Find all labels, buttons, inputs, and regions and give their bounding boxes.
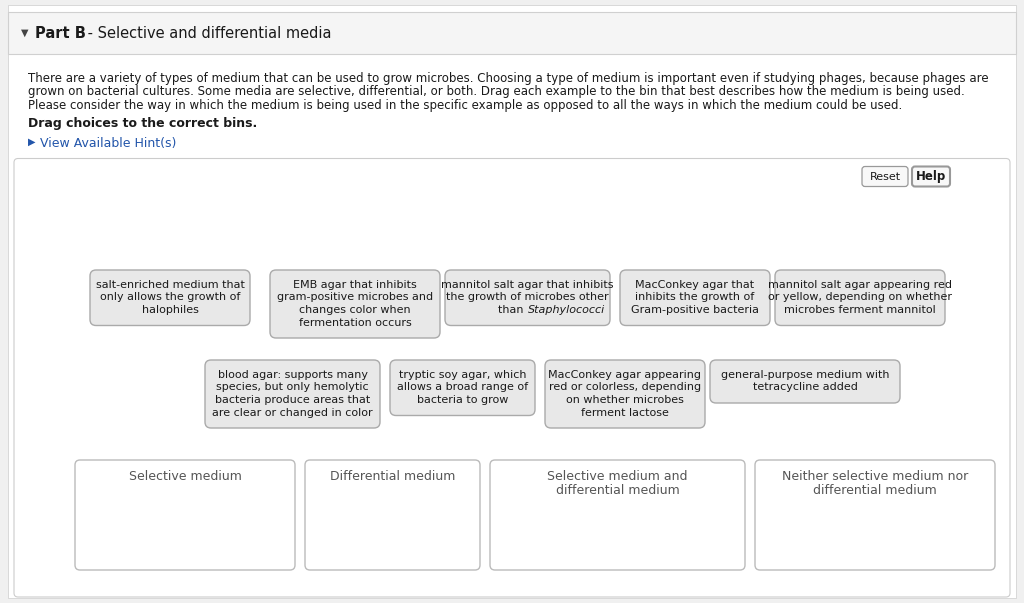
FancyBboxPatch shape <box>305 460 480 570</box>
Text: Drag choices to the correct bins.: Drag choices to the correct bins. <box>28 116 257 130</box>
FancyBboxPatch shape <box>710 360 900 403</box>
Text: Differential medium: Differential medium <box>330 470 456 483</box>
FancyBboxPatch shape <box>490 460 745 570</box>
FancyBboxPatch shape <box>912 166 950 186</box>
Text: the growth of microbes other: the growth of microbes other <box>446 292 609 303</box>
Text: Part B: Part B <box>35 25 86 40</box>
Text: Neither selective medium nor: Neither selective medium nor <box>782 470 968 483</box>
Text: tryptic soy agar, which: tryptic soy agar, which <box>398 370 526 380</box>
Text: bacteria produce areas that: bacteria produce areas that <box>215 395 370 405</box>
Text: gram-positive microbes and: gram-positive microbes and <box>276 292 433 303</box>
Text: changes color when: changes color when <box>299 305 411 315</box>
FancyBboxPatch shape <box>862 166 908 186</box>
Text: There are a variety of types of medium that can be used to grow microbes. Choosi: There are a variety of types of medium t… <box>28 72 988 85</box>
Text: differential medium: differential medium <box>813 484 937 497</box>
Text: MacConkey agar that: MacConkey agar that <box>636 280 755 290</box>
FancyBboxPatch shape <box>755 460 995 570</box>
Text: Gram-positive bacteria: Gram-positive bacteria <box>631 305 759 315</box>
Text: halophiles: halophiles <box>141 305 199 315</box>
Text: ferment lactose: ferment lactose <box>581 408 669 417</box>
Text: ▶: ▶ <box>28 136 36 147</box>
FancyBboxPatch shape <box>270 270 440 338</box>
Text: on whether microbes: on whether microbes <box>566 395 684 405</box>
Text: mannitol salt agar appearing red: mannitol salt agar appearing red <box>768 280 952 290</box>
FancyBboxPatch shape <box>75 460 295 570</box>
FancyBboxPatch shape <box>445 270 610 326</box>
FancyBboxPatch shape <box>205 360 380 428</box>
Text: are clear or changed in color: are clear or changed in color <box>212 408 373 417</box>
Text: Please consider the way in which the medium is being used in the specific exampl: Please consider the way in which the med… <box>28 99 902 112</box>
Text: Staphylococci: Staphylococci <box>527 305 605 315</box>
Text: - Selective and differential media: - Selective and differential media <box>83 25 332 40</box>
Text: general-purpose medium with: general-purpose medium with <box>721 370 889 380</box>
Text: mannitol salt agar that inhibits: mannitol salt agar that inhibits <box>441 280 613 290</box>
Text: ▼: ▼ <box>22 28 29 38</box>
Text: grown on bacterial cultures. Some media are selective, differential, or both. Dr: grown on bacterial cultures. Some media … <box>28 86 965 98</box>
Text: tetracycline added: tetracycline added <box>753 382 857 393</box>
Text: microbes ferment mannitol: microbes ferment mannitol <box>784 305 936 315</box>
Text: salt-enriched medium that: salt-enriched medium that <box>95 280 245 290</box>
FancyBboxPatch shape <box>390 360 535 415</box>
Text: Reset: Reset <box>869 171 900 182</box>
Text: MacConkey agar appearing: MacConkey agar appearing <box>549 370 701 380</box>
Text: only allows the growth of: only allows the growth of <box>99 292 241 303</box>
Text: fermentation occurs: fermentation occurs <box>299 318 412 327</box>
Text: red or colorless, depending: red or colorless, depending <box>549 382 701 393</box>
FancyBboxPatch shape <box>620 270 770 326</box>
FancyBboxPatch shape <box>775 270 945 326</box>
Bar <box>8 12 1016 54</box>
Text: bacteria to grow: bacteria to grow <box>417 395 508 405</box>
Text: differential medium: differential medium <box>556 484 679 497</box>
Text: EMB agar that inhibits: EMB agar that inhibits <box>293 280 417 290</box>
Text: or yellow, depending on whether: or yellow, depending on whether <box>768 292 952 303</box>
Text: inhibits the growth of: inhibits the growth of <box>635 292 755 303</box>
Text: Selective medium and: Selective medium and <box>547 470 688 483</box>
FancyBboxPatch shape <box>545 360 705 428</box>
FancyBboxPatch shape <box>14 159 1010 597</box>
Text: species, but only hemolytic: species, but only hemolytic <box>216 382 369 393</box>
Text: Help: Help <box>915 170 946 183</box>
Text: Selective medium: Selective medium <box>129 470 242 483</box>
Text: allows a broad range of: allows a broad range of <box>397 382 528 393</box>
Text: View Available Hint(s): View Available Hint(s) <box>40 136 176 150</box>
FancyBboxPatch shape <box>90 270 250 326</box>
Text: blood agar: supports many: blood agar: supports many <box>217 370 368 380</box>
Text: than: than <box>499 305 527 315</box>
